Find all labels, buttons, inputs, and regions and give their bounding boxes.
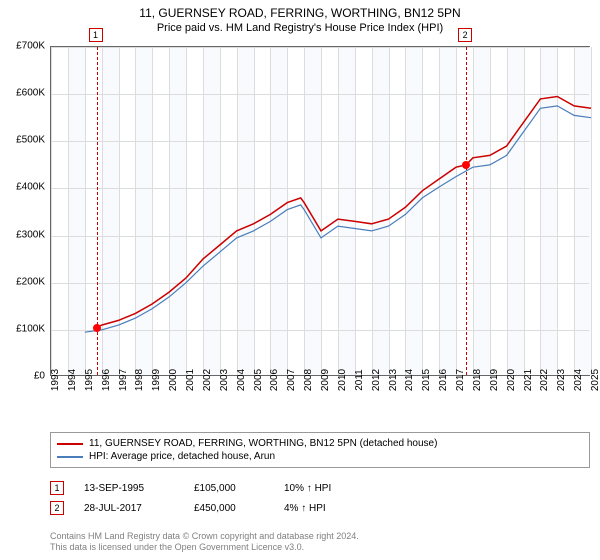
x-axis-label: 2024 [573, 369, 584, 391]
series-line [97, 97, 591, 328]
x-axis-label: 2022 [539, 369, 550, 391]
event-date: 28-JUL-2017 [84, 503, 174, 514]
event-marker-dot [93, 324, 101, 332]
chart-title: 11, GUERNSEY ROAD, FERRING, WORTHING, BN… [0, 0, 600, 20]
plot-area: £0£100K£200K£300K£400K£500K£600K£700K 19… [50, 46, 590, 394]
event-hpi: 10% ↑ HPI [284, 483, 364, 494]
x-axis-label: 1996 [101, 369, 112, 391]
footer-attribution: Contains HM Land Registry data © Crown c… [50, 531, 359, 554]
chart-container: 11, GUERNSEY ROAD, FERRING, WORTHING, BN… [0, 0, 600, 560]
x-axis-label: 2025 [590, 369, 600, 391]
event-date: 13-SEP-1995 [84, 483, 174, 494]
y-axis-label: £400K [16, 182, 45, 193]
event-price: £105,000 [194, 483, 264, 494]
sale-events: 1 13-SEP-1995 £105,000 10% ↑ HPI 2 28-JUL-201… [50, 478, 364, 518]
x-axis-label: 2017 [455, 369, 466, 391]
x-axis-label: 2005 [253, 369, 264, 391]
y-axis-label: £0 [34, 371, 45, 382]
x-axis-label: 2019 [489, 369, 500, 391]
x-axis-label: 2002 [202, 369, 213, 391]
x-axis-label: 2011 [354, 369, 365, 391]
x-axis-label: 2001 [185, 369, 196, 391]
x-axis-label: 1995 [84, 369, 95, 391]
x-axis-label: 1999 [151, 369, 162, 391]
x-axis-label: 1994 [67, 369, 78, 391]
x-axis-label: 1997 [118, 369, 129, 391]
x-axis-label: 2015 [421, 369, 432, 391]
y-axis-label: £100K [16, 323, 45, 334]
event-marker-dot [462, 161, 470, 169]
x-axis-label: 2003 [219, 369, 230, 391]
chart-lines [51, 47, 589, 375]
x-axis-label: 2007 [286, 369, 297, 391]
sale-event-row: 1 13-SEP-1995 £105,000 10% ↑ HPI [50, 478, 364, 498]
x-axis-label: 2012 [371, 369, 382, 391]
plot-inner [50, 46, 590, 376]
x-axis-label: 2004 [236, 369, 247, 391]
x-axis-label: 2023 [556, 369, 567, 391]
event-marker-box: 1 [89, 28, 103, 42]
y-axis-label: £300K [16, 229, 45, 240]
x-axis-label: 2000 [168, 369, 179, 391]
event-number-box: 1 [50, 481, 64, 495]
legend-label: 11, GUERNSEY ROAD, FERRING, WORTHING, BN… [89, 438, 437, 449]
legend-item: HPI: Average price, detached house, Arun [57, 450, 583, 463]
x-axis-label: 2021 [523, 369, 534, 391]
event-hpi: 4% ↑ HPI [284, 503, 364, 514]
legend-item: 11, GUERNSEY ROAD, FERRING, WORTHING, BN… [57, 437, 583, 450]
y-axis-label: £700K [16, 41, 45, 52]
y-axis-label: £500K [16, 135, 45, 146]
footer-line-2: This data is licensed under the Open Gov… [50, 542, 359, 554]
x-axis-label: 2009 [320, 369, 331, 391]
legend-swatch [57, 456, 83, 458]
event-marker-box: 2 [458, 28, 472, 42]
sale-event-row: 2 28-JUL-2017 £450,000 4% ↑ HPI [50, 498, 364, 518]
x-axis-label: 1993 [50, 369, 61, 391]
y-axis-label: £200K [16, 276, 45, 287]
footer-line-1: Contains HM Land Registry data © Crown c… [50, 531, 359, 543]
x-axis-label: 2016 [438, 369, 449, 391]
x-axis-label: 2010 [337, 369, 348, 391]
x-axis-label: 1998 [134, 369, 145, 391]
x-axis-label: 2013 [388, 369, 399, 391]
y-axis-label: £600K [16, 88, 45, 99]
x-axis-label: 2008 [303, 369, 314, 391]
x-axis-label: 2006 [269, 369, 280, 391]
x-axis-label: 2018 [472, 369, 483, 391]
x-axis-label: 2020 [506, 369, 517, 391]
legend-swatch [57, 443, 83, 445]
event-price: £450,000 [194, 503, 264, 514]
legend: 11, GUERNSEY ROAD, FERRING, WORTHING, BN… [50, 432, 590, 468]
event-number-box: 2 [50, 501, 64, 515]
legend-label: HPI: Average price, detached house, Arun [89, 451, 275, 462]
x-axis-label: 2014 [404, 369, 415, 391]
